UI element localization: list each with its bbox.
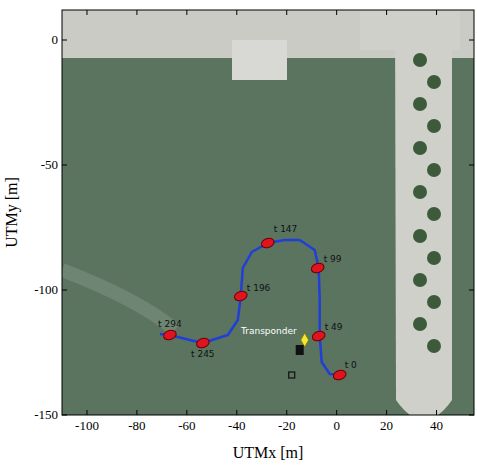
y-tick [469,415,474,416]
boat [260,237,275,250]
tree [413,229,427,243]
trajectory [160,240,343,375]
tree [413,185,427,199]
labels: t 0 t 49 t 99 t 147 t 196 t 245 t 294 Transpond… [158,224,357,370]
target [289,372,295,378]
boat [162,329,177,342]
pier [395,10,452,415]
y-tick-label: 0 [52,32,59,47]
tree [413,97,427,111]
dock [232,40,287,80]
pier-top [360,10,460,50]
x-tick [136,10,137,15]
x-tick [236,410,237,415]
x-tick-label: 40 [430,418,443,433]
y-tick [62,40,67,41]
y-tick [469,165,474,166]
x-tick [386,10,387,15]
tree [427,119,441,133]
x-tick [336,10,337,15]
point-label: t 294 [158,319,182,329]
x-tick [236,10,237,15]
x-tick-label: -40 [228,418,245,433]
tree [413,317,427,331]
y-tick [62,415,67,416]
x-tick-label: 0 [333,418,340,433]
x-tick [186,410,187,415]
x-tick-label: 20 [380,418,393,433]
point-label: t 49 [325,322,343,332]
y-tick [469,290,474,291]
x-tick [286,10,287,15]
x-tick [436,10,437,15]
point-label: t 196 [247,283,271,293]
boat [195,337,210,350]
chart: t 0 t 49 t 99 t 147 t 196 t 245 t 294 Transpond… [0,0,477,466]
x-tick-label: -60 [178,418,195,433]
y-tick [469,40,474,41]
transponder [301,333,309,347]
point-label: t 99 [324,254,342,264]
point-label: Transponder [240,326,297,336]
vehicle [296,345,304,355]
x-tick [286,410,287,415]
tree [427,251,441,265]
y-tick [62,290,67,291]
y-tick-label: -100 [34,282,58,297]
x-axis-title: UTMx [m] [233,444,304,461]
boat [332,369,347,382]
plot-marks [160,237,347,382]
background [62,10,474,415]
x-tick [86,410,87,415]
tree [427,75,441,89]
tree [413,141,427,155]
tree [413,53,427,67]
point-label: t 245 [191,349,215,359]
frame [62,10,474,415]
tree [427,295,441,309]
y-tick-label: -150 [34,407,58,422]
x-tick-label: -80 [128,418,145,433]
y-tick-label: -50 [41,157,58,172]
x-tick-label: -100 [75,418,99,433]
x-tick [186,10,187,15]
y-axis-title: UTMy [m] [3,177,21,248]
tree [413,273,427,287]
x-tick [336,410,337,415]
point-label: t 0 [345,360,357,370]
y-tick [62,165,67,166]
tree [427,339,441,353]
tree [427,207,441,221]
tree [427,163,441,177]
x-tick [386,410,387,415]
point-label: t 147 [274,224,298,234]
x-tick-label: -20 [278,418,295,433]
x-tick [86,10,87,15]
x-tick [136,410,137,415]
x-tick [436,410,437,415]
